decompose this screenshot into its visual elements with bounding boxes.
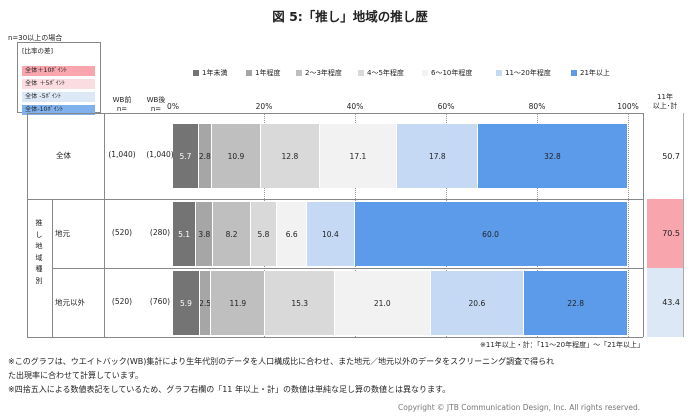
difference-legend-swatch: 全体-10ﾎﾟｲﾝﾄ <box>22 105 95 115</box>
table-border-bottom <box>27 337 643 338</box>
footnote: ※四捨五入による数値表記をしているため、グラフ右欄の「11 年以上・計」の数値は… <box>8 385 451 394</box>
legend-label: 11～20年程度 <box>505 69 551 77</box>
legend-item: 1年未満 <box>193 68 227 78</box>
bar-segment: 17.8 <box>397 124 479 188</box>
legend-swatch <box>193 70 199 76</box>
legend-swatch <box>296 70 302 76</box>
x-tick-label: 40% <box>346 102 364 111</box>
legend-swatch <box>571 70 577 76</box>
bar-segment: 11.9 <box>211 271 266 335</box>
bar-segment: 21.0 <box>334 271 431 335</box>
total-value: 70.5 <box>647 199 683 268</box>
wb-before-header-text: WB前 n= <box>112 96 132 113</box>
footnote: ※このグラフは、ウエイトバック(WB)集計により生年代別のデータを人口構成比に合… <box>8 357 555 366</box>
wb-before-header: WB前 n= <box>107 96 137 114</box>
bar-segment: 17.1 <box>319 124 398 188</box>
legend-swatch <box>358 70 364 76</box>
legend-swatch <box>496 70 502 76</box>
x-tick-label: 80% <box>528 102 546 111</box>
total-value: 50.7 <box>647 113 683 199</box>
gridline <box>628 114 629 337</box>
difference-legend-item: 全体＋10ﾎﾟｲﾝﾄ <box>22 57 97 76</box>
legend-label: 1年未満 <box>202 69 228 77</box>
legend-item: 4～5年程度 <box>358 68 404 78</box>
difference-legend: [比率の差] 全体＋10ﾎﾟｲﾝﾄ 全体 ＋5ﾎﾟｲﾝﾄ 全体 -5ﾎﾟｲﾝﾄ … <box>17 42 101 115</box>
difference-legend-item: 全体-10ﾎﾟｲﾝﾄ <box>22 96 97 115</box>
bar-segment: 15.3 <box>265 271 335 335</box>
table-border-left <box>27 113 28 337</box>
legend-swatch <box>246 70 252 76</box>
column-divider <box>52 199 53 337</box>
row-label: 全体 <box>56 151 71 160</box>
difference-legend-swatch: 全体 ＋5ﾎﾟｲﾝﾄ <box>22 79 95 89</box>
bar-segment: 10.4 <box>307 202 355 266</box>
row-label: 地元 <box>55 228 70 238</box>
page-title: 図 5:「推し」地域の推し歴 <box>272 9 428 24</box>
legend-item: 6～10年程度 <box>422 68 472 78</box>
legend-item: 11～20年程度 <box>496 68 551 78</box>
base-note: n=30以上の場合 <box>8 34 63 42</box>
bar-segment: 2.5 <box>199 271 212 335</box>
total-header-text: 11年 以上･計 <box>652 93 678 110</box>
wb-after-header-text: WB後 n= <box>146 96 166 113</box>
sample-size: (1,040) <box>108 150 136 159</box>
bar-segment: 2.8 <box>198 124 212 188</box>
x-tick-label: 60% <box>437 102 455 111</box>
bar-segment: 20.6 <box>430 271 525 335</box>
legend-label: 6～10年程度 <box>431 69 473 77</box>
footnote: た出現率に合わせて計算しています。 <box>8 371 143 380</box>
legend-label: 2～3年程度 <box>305 69 342 77</box>
bar-segment: 8.2 <box>213 202 251 266</box>
x-tick-label: 20% <box>255 102 273 111</box>
wb-after-header: WB後 n= <box>141 96 171 114</box>
region-type-label: 推 し 地 域 種 別 <box>35 219 43 285</box>
total-note: ※11年以上・計：「11～20年程度」～「21年以上」 <box>480 341 644 349</box>
legend-label: 4～5年程度 <box>367 69 404 77</box>
bar-segment: 5.8 <box>250 202 278 266</box>
row-divider <box>52 268 643 269</box>
copyright: Copyright © JTB Communication Design, In… <box>398 403 641 412</box>
difference-legend-item: 全体 -5ﾎﾟｲﾝﾄ <box>22 83 97 102</box>
table-border-right <box>643 113 644 337</box>
total-value: 43.4 <box>647 268 683 337</box>
row-label: 地元以外 <box>55 297 85 307</box>
bar-segment: 60.0 <box>354 202 628 266</box>
bar-segment: 5.9 <box>173 271 200 335</box>
legend-label: 1年程度 <box>255 69 281 77</box>
bar-segment: 12.8 <box>261 124 320 188</box>
bar-segment: 5.1 <box>173 202 197 266</box>
sample-size: (280) <box>149 227 171 237</box>
x-tick-label: 0% <box>167 102 179 111</box>
bar-segment: 10.9 <box>211 124 262 188</box>
total-column-border <box>683 113 684 337</box>
total-header: 11年 以上･計 <box>647 93 683 111</box>
row-divider <box>27 199 643 200</box>
bar-segment: 6.6 <box>277 202 308 266</box>
sample-size: (1,040) <box>146 150 174 159</box>
sample-size: (520) <box>111 227 133 237</box>
sample-size: (760) <box>149 296 171 306</box>
bar-segment: 3.8 <box>196 202 214 266</box>
difference-legend-swatch: 全体＋10ﾎﾟｲﾝﾄ <box>22 66 95 76</box>
bar-segment: 5.7 <box>173 124 199 188</box>
x-tick-label: 100% <box>617 102 639 111</box>
difference-legend-swatch: 全体 -5ﾎﾟｲﾝﾄ <box>22 92 95 102</box>
legend-item: 1年程度 <box>246 68 280 78</box>
legend-item: 21年以上 <box>571 68 610 78</box>
bar-segment: 32.8 <box>478 124 628 188</box>
bar-segment: 22.8 <box>524 271 628 335</box>
table-border-top <box>27 113 643 114</box>
legend-label: 21年以上 <box>580 69 610 77</box>
legend-item: 2～3年程度 <box>296 68 342 78</box>
difference-legend-item: 全体 ＋5ﾎﾟｲﾝﾄ <box>22 70 97 89</box>
sample-size: (520) <box>111 296 133 306</box>
legend-swatch <box>422 70 428 76</box>
difference-legend-title: [比率の差] <box>22 47 54 55</box>
column-divider <box>104 113 105 337</box>
